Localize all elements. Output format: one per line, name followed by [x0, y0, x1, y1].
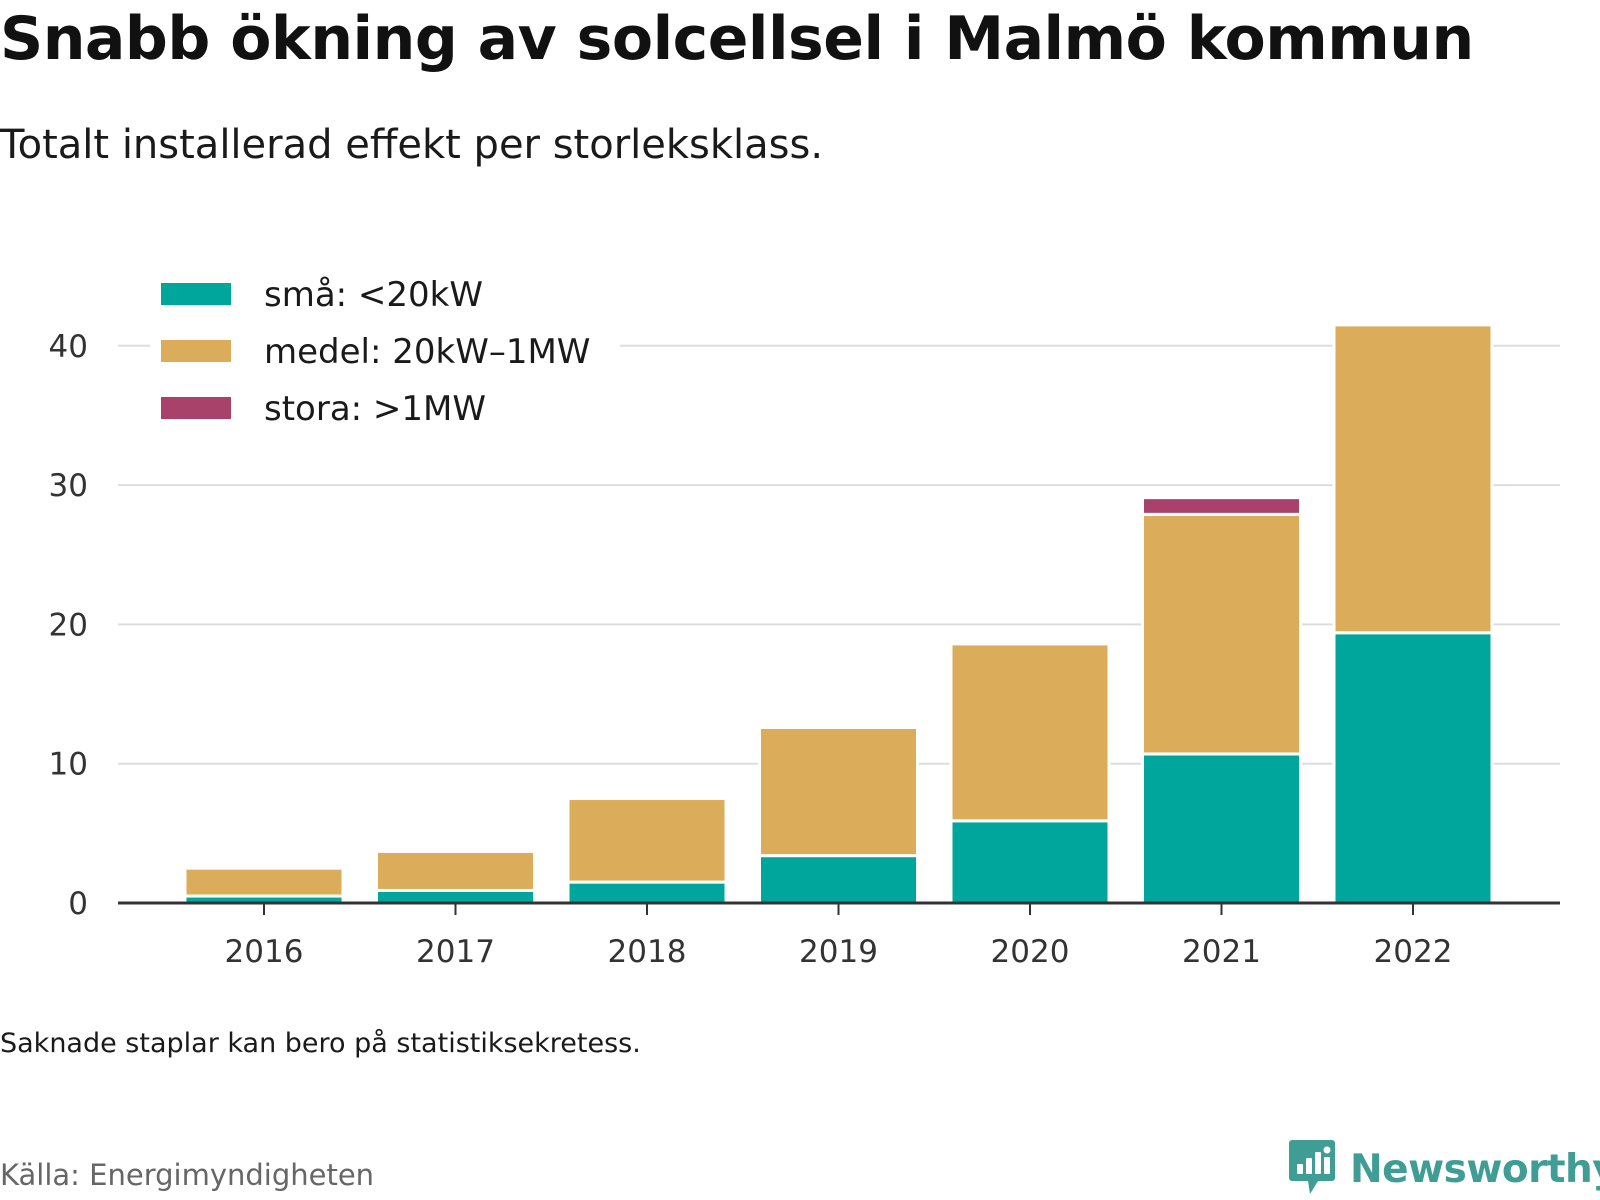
x-tick-label: 2021 [1182, 934, 1261, 970]
x-tick-label: 2019 [799, 934, 878, 970]
legend: små: <20kW medel: 20kW–1MW stora: >1MW [150, 265, 620, 430]
y-tick-label: 20 [49, 607, 88, 643]
x-axis-ticks: 2016 2017 2018 2019 2020 2021 2022 [225, 903, 1453, 970]
chart-title: Snabb ökning av solcellsel i Malmö kommu… [0, 4, 1474, 74]
x-tick-label: 2020 [991, 934, 1070, 970]
source-label: Källa: Energimyndigheten [0, 1158, 375, 1192]
bar-segment [949, 819, 1111, 905]
bar-segment [375, 849, 536, 892]
legend-label: små: <20kW [264, 275, 483, 315]
bar-segment [1332, 631, 1494, 905]
stacked-bar-chart: 0 10 20 30 40 2016 2017 2018 2019 2020 2021 2022 s… [48, 265, 1560, 970]
brand-name: Newsworthy [1350, 1146, 1600, 1192]
bars [183, 323, 1494, 905]
newsworthy-logo[interactable]: Newsworthy [1288, 1138, 1600, 1200]
legend-swatch [161, 340, 231, 362]
x-tick-label: 2018 [608, 934, 687, 970]
legend-swatch [161, 397, 231, 419]
y-tick-label: 40 [49, 329, 88, 365]
chart-subtitle: Totalt installerad effekt per storlekskl… [0, 122, 824, 168]
legend-label: stora: >1MW [264, 389, 486, 429]
bar-segment [1141, 496, 1302, 516]
bar-segment [758, 854, 919, 905]
bar-segment [183, 866, 345, 898]
bar-segment [375, 888, 536, 905]
x-tick-label: 2022 [1374, 934, 1453, 970]
x-tick-label: 2016 [225, 934, 304, 970]
bar-segment [758, 725, 919, 858]
bar-segment [949, 642, 1111, 823]
bar-segment [1141, 512, 1302, 756]
bar-segment [566, 880, 728, 905]
y-tick-label: 0 [68, 886, 88, 922]
bar-segment [566, 797, 728, 884]
legend-swatch [161, 283, 231, 305]
bar-chart-speech-bubble-icon [1288, 1138, 1336, 1200]
footnote: Saknade staplar kan bero på statistiksek… [0, 1028, 641, 1059]
x-tick-label: 2017 [416, 934, 495, 970]
y-tick-label: 30 [49, 468, 88, 504]
legend-label: medel: 20kW–1MW [264, 332, 590, 372]
bar-segment [1332, 323, 1494, 635]
y-tick-label: 10 [49, 747, 88, 783]
bar-segment [1141, 752, 1302, 905]
y-axis-ticks: 0 10 20 30 40 [49, 329, 88, 922]
